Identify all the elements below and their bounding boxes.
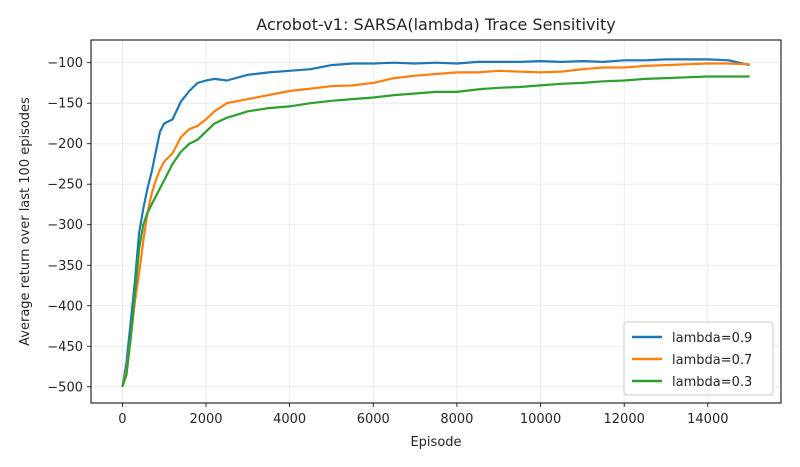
y-tick-label: −100 xyxy=(47,56,83,71)
plot-frame xyxy=(90,39,782,404)
y-tick-label: −150 xyxy=(47,97,83,112)
chart-title: Acrobot-v1: SARSA(lambda) Trace Sensitiv… xyxy=(256,15,615,34)
x-tick-label: 4000 xyxy=(273,412,306,427)
x-tick-label: 2000 xyxy=(189,412,222,427)
legend-label: lambda=0.3 xyxy=(672,375,752,390)
legend-label: lambda=0.9 xyxy=(672,331,752,346)
y-tick-label: −300 xyxy=(47,218,83,233)
series-lines xyxy=(121,58,750,388)
x-axis-label: Episode xyxy=(410,435,461,450)
y-tick-label: −250 xyxy=(47,178,83,193)
y-tick-label: −450 xyxy=(47,340,83,355)
x-tick-label: 6000 xyxy=(357,412,390,427)
y-tick-label: −400 xyxy=(47,299,83,314)
axis-ticks: 0 2000 4000 6000 8000 10000 12000 14000 −500 −450… xyxy=(47,56,728,427)
x-tick-label: 10000 xyxy=(520,412,561,427)
series-line-2 xyxy=(121,62,750,388)
y-tick-label: −500 xyxy=(47,380,83,395)
y-axis-label: Average return over last 100 episodes xyxy=(18,97,33,346)
x-tick-label: 12000 xyxy=(604,412,645,427)
y-tick-label: −200 xyxy=(47,137,83,152)
legend-box xyxy=(623,321,774,396)
x-tick-label: 8000 xyxy=(440,412,473,427)
series-line-3 xyxy=(121,75,750,388)
series-line-1 xyxy=(121,58,750,387)
legend: lambda=0.9 lambda=0.7 lambda=0.3 xyxy=(623,321,774,396)
x-tick-label: 14000 xyxy=(687,412,728,427)
legend-label: lambda=0.7 xyxy=(672,353,752,368)
x-tick-label: 0 xyxy=(118,412,126,427)
y-tick-label: −350 xyxy=(47,259,83,274)
